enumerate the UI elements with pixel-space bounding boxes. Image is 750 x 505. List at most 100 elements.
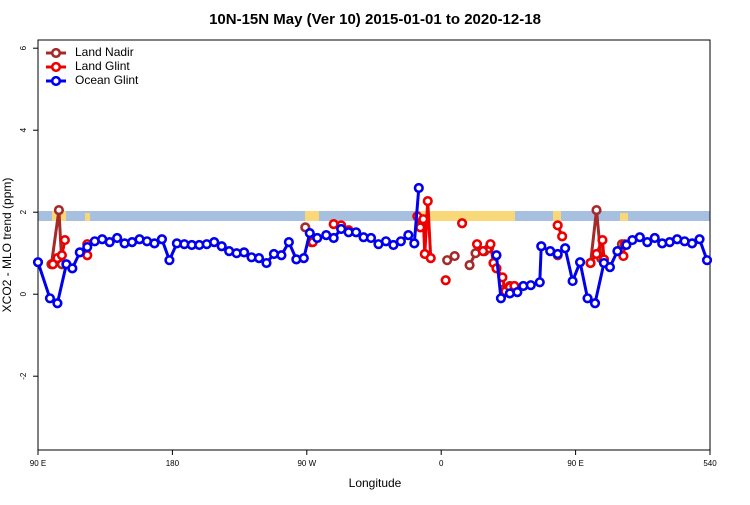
y-tick-label: -2 [19, 372, 28, 380]
point [413, 182, 424, 194]
point [694, 234, 705, 245]
point [156, 234, 168, 245]
legend-label: Land Glint [75, 59, 130, 73]
point [591, 205, 602, 216]
x-tick-label: 90 E [567, 459, 583, 468]
point [612, 246, 623, 257]
legend-marker [50, 75, 62, 87]
point [365, 232, 377, 244]
point [440, 275, 451, 286]
point [534, 277, 545, 288]
point [649, 232, 660, 244]
x-axis-label: Longitude [349, 476, 402, 490]
map-strip [38, 211, 710, 221]
point [59, 234, 70, 246]
legend-label: Land Nadir [75, 45, 134, 59]
point [574, 257, 586, 268]
point [82, 241, 93, 253]
point [112, 232, 123, 244]
point [642, 237, 653, 248]
point [104, 237, 115, 248]
point [238, 247, 250, 258]
point [328, 232, 339, 244]
point [471, 239, 483, 250]
point [485, 239, 496, 250]
point [589, 298, 601, 309]
point [536, 241, 547, 252]
point [56, 250, 67, 261]
land-patch [85, 213, 90, 221]
point [312, 232, 323, 244]
point [283, 237, 294, 248]
point [442, 255, 453, 266]
point [585, 257, 596, 269]
point [44, 293, 56, 304]
y-tick-label: 6 [19, 45, 28, 50]
point [591, 248, 602, 260]
chart-title: 10N-15N May (Ver 10) 2015-01-01 to 2020-… [209, 11, 541, 28]
point [422, 196, 433, 207]
point [403, 230, 414, 241]
ocean-strip [38, 211, 710, 221]
y-tick-label: 2 [19, 209, 28, 214]
point [464, 259, 475, 271]
point [495, 293, 507, 304]
series-line [36, 187, 709, 306]
point [552, 220, 563, 231]
y-tick-label: 4 [19, 127, 28, 132]
point [415, 222, 426, 233]
point [634, 232, 645, 243]
point [149, 238, 160, 249]
point [298, 253, 309, 264]
point [216, 241, 227, 252]
point [67, 263, 78, 274]
land-patch [553, 211, 561, 221]
point [53, 205, 65, 216]
x-tick-label: 180 [166, 459, 180, 468]
land-patch [305, 211, 319, 221]
point [209, 237, 220, 248]
point [552, 248, 563, 260]
legend-marker [50, 47, 62, 59]
point [512, 287, 523, 298]
x-tick-label: 540 [703, 459, 717, 468]
point [449, 250, 460, 262]
point [350, 227, 362, 238]
point [597, 234, 608, 246]
point [304, 228, 315, 239]
point [276, 250, 287, 261]
point [395, 236, 406, 247]
point [457, 218, 468, 229]
x-tick-label: 90 W [297, 459, 316, 468]
point [425, 253, 436, 264]
y-axis-label: XCO2 - MLO trend (ppm) [0, 178, 14, 313]
x-tick-label: 0 [439, 459, 444, 468]
point [525, 280, 536, 291]
land-patch [420, 211, 515, 221]
point [418, 214, 429, 225]
point [491, 250, 502, 261]
point [560, 243, 571, 254]
point [380, 236, 392, 247]
land-patch [620, 213, 628, 221]
point [261, 257, 272, 269]
point [604, 262, 616, 273]
point [477, 246, 489, 257]
y-tick-label: 0 [19, 291, 28, 296]
point [164, 255, 175, 266]
point [253, 253, 265, 264]
point [409, 238, 420, 249]
point [557, 231, 568, 242]
point [32, 257, 44, 268]
plot-frame [37, 39, 711, 451]
legend-label: Ocean Glint [75, 73, 139, 87]
point [52, 298, 63, 309]
point [582, 293, 593, 304]
point [567, 275, 578, 287]
x-tick-label: 90 E [30, 459, 46, 468]
legend-marker [50, 61, 62, 73]
point [686, 238, 698, 249]
point [388, 239, 399, 251]
point [701, 255, 713, 266]
